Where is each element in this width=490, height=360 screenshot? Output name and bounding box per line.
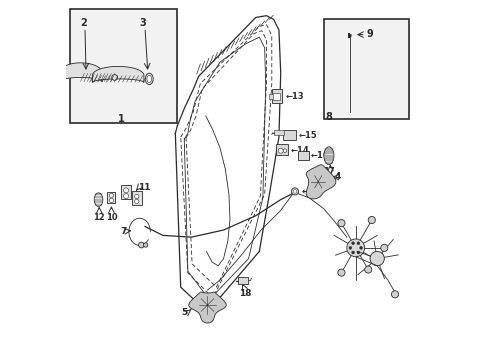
Circle shape [370, 251, 384, 266]
Circle shape [135, 194, 139, 199]
Circle shape [293, 190, 297, 193]
Bar [298, 152, 309, 160]
Text: 11: 11 [138, 183, 150, 192]
Circle shape [292, 188, 298, 195]
Circle shape [368, 216, 375, 224]
Text: ←15: ←15 [298, 131, 318, 140]
Circle shape [109, 193, 114, 198]
Text: 9: 9 [367, 28, 373, 39]
Polygon shape [306, 165, 336, 199]
Text: 4: 4 [334, 172, 341, 181]
Ellipse shape [324, 147, 334, 165]
Text: 3: 3 [140, 18, 147, 28]
Text: ←14: ←14 [291, 146, 310, 155]
Text: 8: 8 [325, 112, 332, 122]
Bar [272, 89, 282, 103]
Circle shape [109, 198, 114, 203]
Circle shape [135, 199, 139, 203]
Text: 12: 12 [93, 213, 104, 222]
Polygon shape [59, 63, 102, 82]
Text: 1: 1 [119, 114, 125, 124]
Text: 2: 2 [80, 18, 87, 28]
Circle shape [347, 239, 365, 257]
Circle shape [365, 266, 372, 273]
Polygon shape [189, 292, 226, 323]
Bar [121, 185, 131, 199]
Circle shape [139, 242, 144, 248]
Bar [238, 277, 248, 284]
Circle shape [112, 75, 118, 80]
Circle shape [352, 242, 354, 245]
Bar [323, 19, 409, 119]
Circle shape [144, 243, 148, 247]
Ellipse shape [94, 193, 103, 206]
Circle shape [352, 251, 354, 254]
Bar [272, 93, 280, 100]
Circle shape [357, 242, 360, 245]
Text: 18: 18 [239, 289, 251, 298]
Circle shape [283, 149, 287, 153]
Circle shape [392, 291, 398, 298]
Bar [107, 192, 115, 203]
Text: 10: 10 [105, 213, 117, 222]
Text: ←6: ←6 [301, 187, 315, 196]
Polygon shape [93, 66, 144, 82]
Circle shape [278, 148, 283, 153]
Text: 5: 5 [182, 308, 188, 317]
Text: ←16: ←16 [311, 151, 329, 160]
Circle shape [349, 247, 352, 249]
Text: 17: 17 [323, 167, 335, 176]
Circle shape [360, 247, 363, 249]
Circle shape [381, 244, 388, 251]
Circle shape [357, 251, 360, 254]
Bar [276, 144, 288, 155]
Bar [274, 130, 284, 135]
Text: 7: 7 [120, 227, 126, 236]
Circle shape [338, 220, 345, 227]
Bar [132, 192, 142, 205]
Ellipse shape [146, 73, 153, 85]
Bar [283, 130, 296, 140]
Circle shape [123, 194, 128, 199]
Circle shape [338, 269, 345, 276]
Bar [70, 9, 177, 123]
Ellipse shape [147, 75, 151, 82]
Text: ←13: ←13 [286, 92, 305, 101]
Circle shape [123, 188, 128, 193]
Bar [269, 94, 272, 99]
